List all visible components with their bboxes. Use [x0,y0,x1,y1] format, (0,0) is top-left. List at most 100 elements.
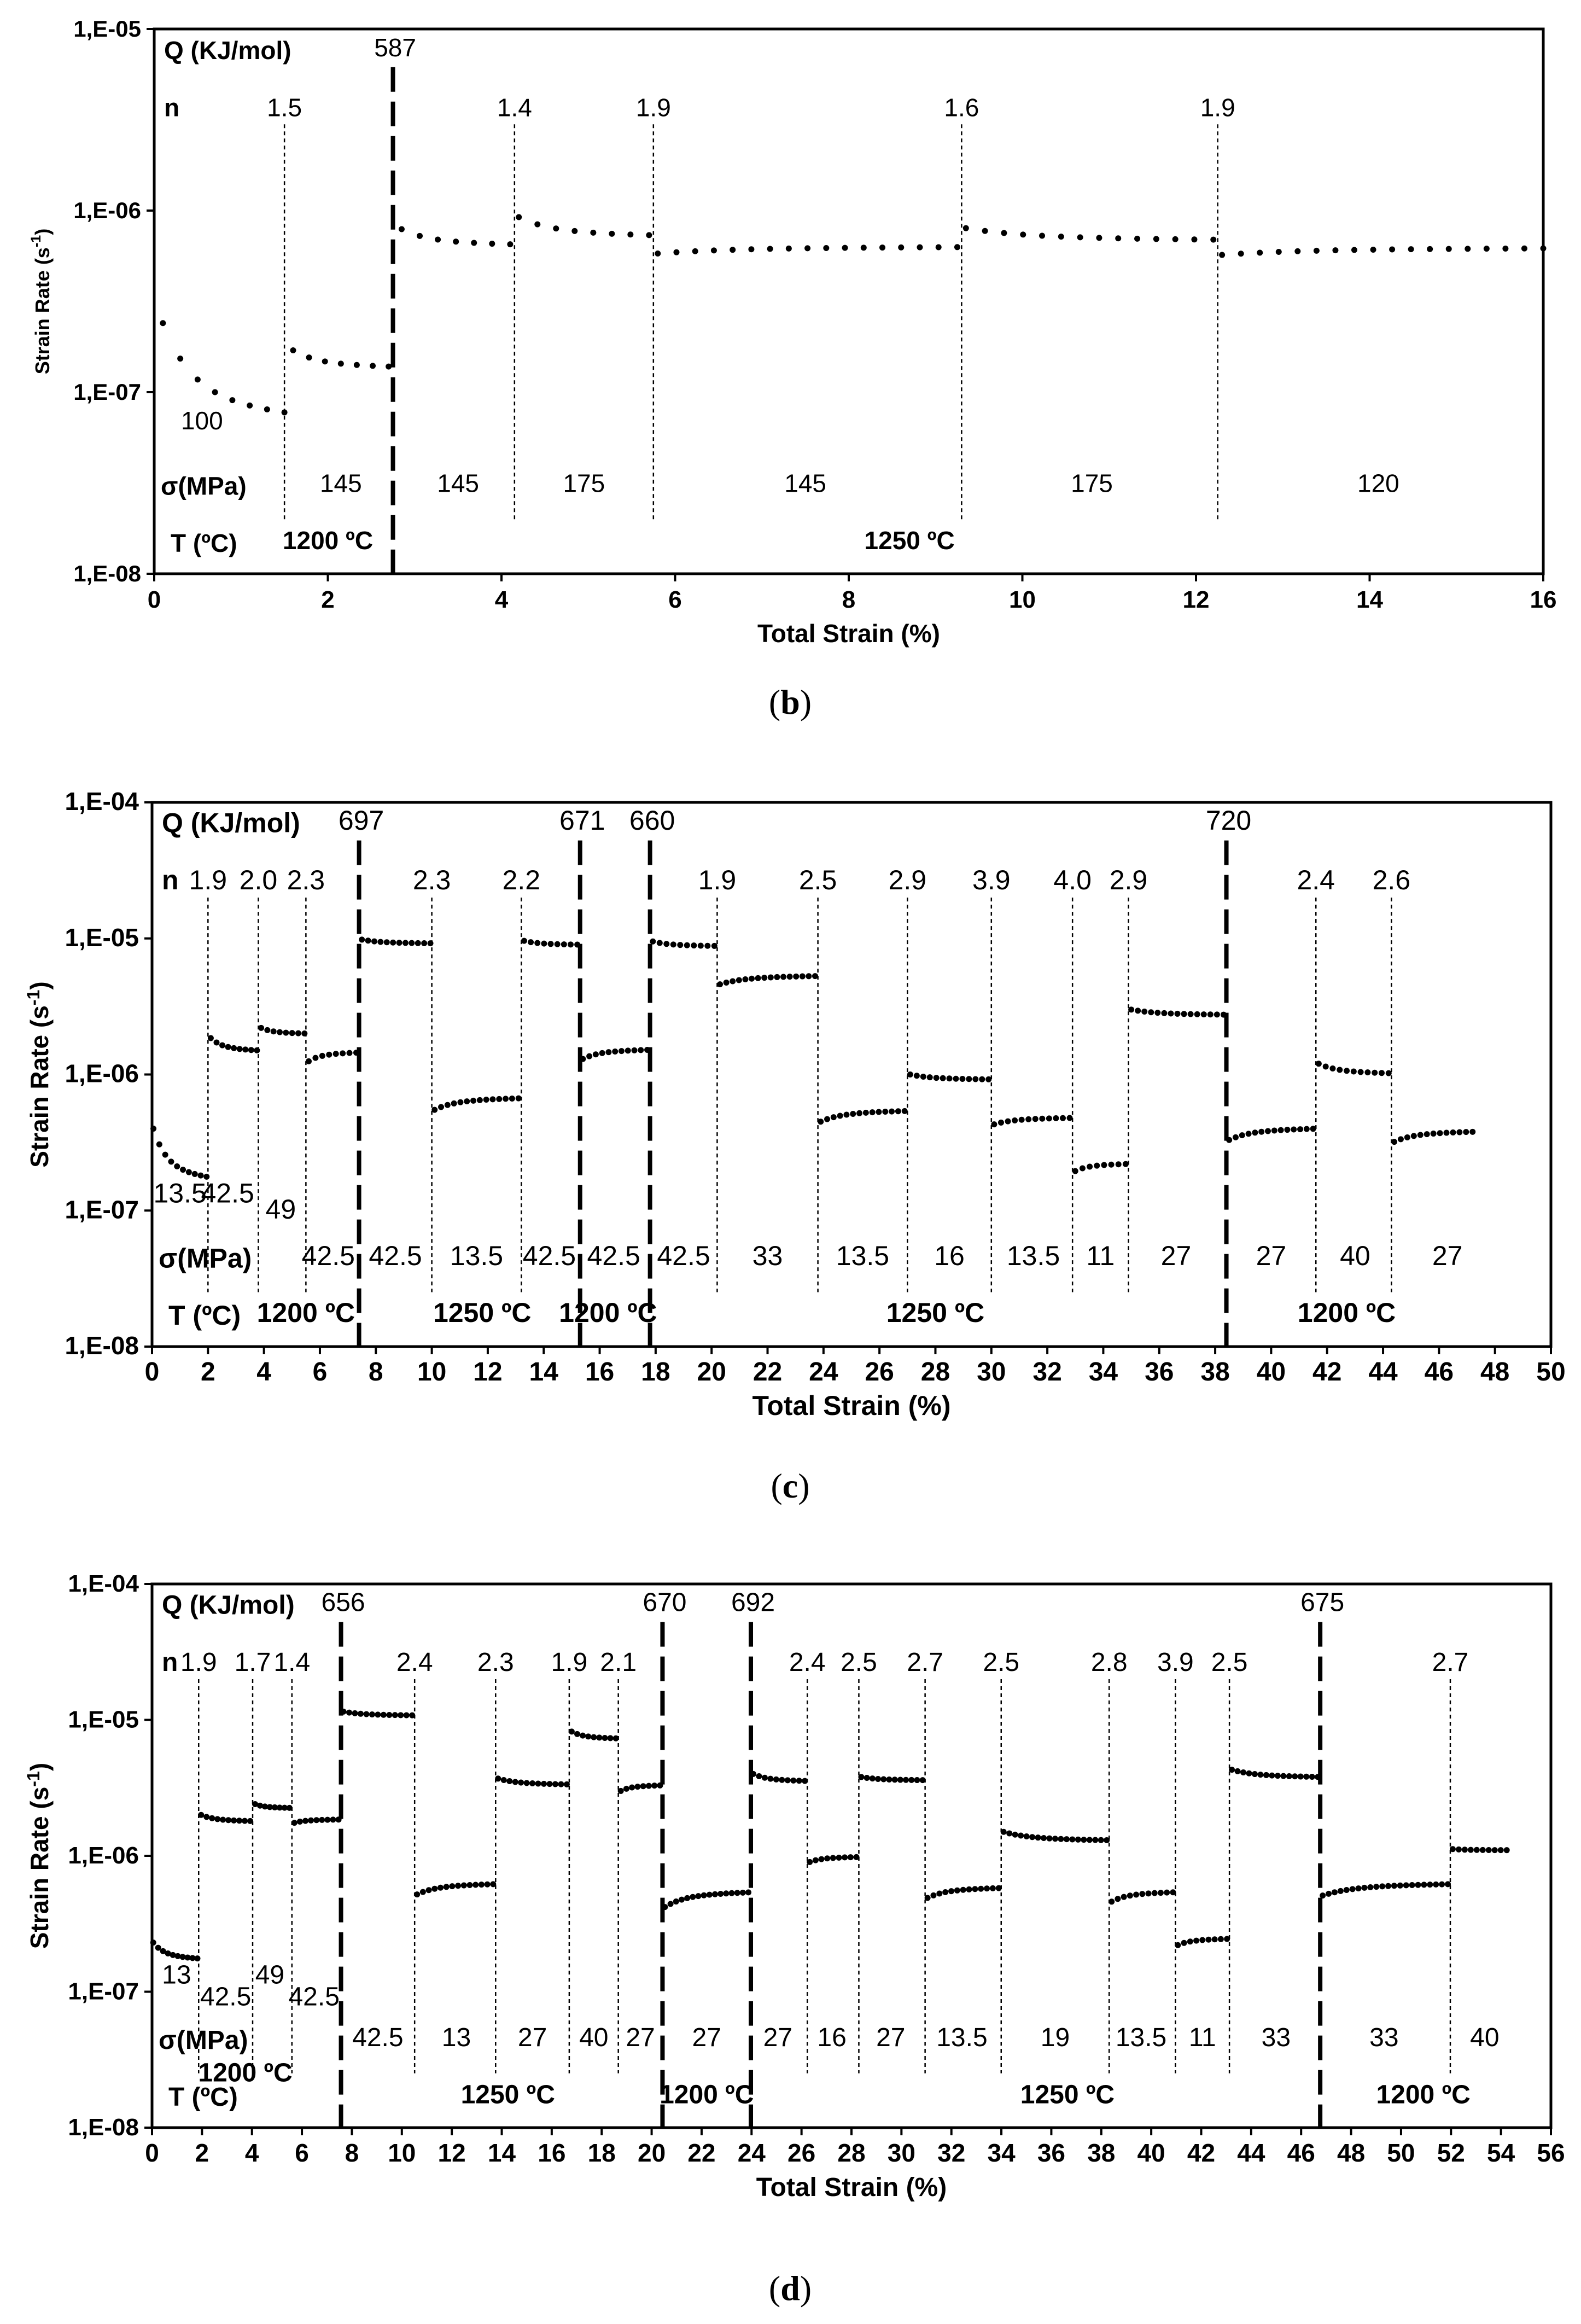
data-point [1303,1126,1310,1132]
data-point [435,236,441,243]
data-point [1217,1936,1224,1942]
data-point [1086,1837,1093,1843]
data-point [940,1075,946,1081]
y-tick-label: 1,E-06 [65,1059,139,1088]
data-point [623,1785,629,1792]
row-label-temperature: T (ºC) [171,529,237,557]
data-point [162,1151,168,1158]
data-point [247,1818,254,1824]
data-point [1069,1836,1076,1843]
data-point [455,1883,462,1889]
stress-label: 42.5 [200,1982,251,2011]
data-point [352,1710,358,1716]
y-tick-label: 1,E-06 [73,197,141,223]
data-point [1193,1937,1200,1944]
data-point [369,1711,375,1718]
data-point [209,1815,215,1821]
data-point [1424,1131,1430,1138]
data-point [574,1731,580,1737]
data-point [1379,1883,1386,1890]
data-point [1219,252,1226,258]
data-point [390,939,396,946]
data-point [917,244,923,251]
data-point [302,1818,308,1824]
temperature-label: 1200 ºC [559,1297,657,1328]
data-point [478,1882,485,1888]
q-value-label: 671 [559,805,605,836]
data-point [359,936,365,943]
data-point [607,1735,614,1741]
data-point [203,1814,210,1820]
data-point [185,1169,192,1175]
data-point [717,1890,724,1897]
data-point [591,1734,597,1740]
q-value-label: 660 [629,805,675,836]
data-point [1232,1134,1239,1140]
n-value-label: 2.4 [1297,865,1335,895]
data-point [1187,1011,1194,1017]
data-point [914,1777,920,1784]
stress-label: 13.5 [836,1240,889,1271]
stress-label: 175 [1071,469,1113,498]
stress-label: 27 [1256,1240,1287,1271]
data-point [972,1076,979,1082]
data-point [466,1882,473,1888]
data-point [1115,235,1122,242]
data-point [431,1885,438,1892]
chart-panel-b: 0 2 4 6 8 10 12 14 16 1,E-08 1,E-07 1,E-06 1,E-05 Tot… [28,16,1556,648]
data-point [160,320,166,327]
data-point [1115,1896,1121,1902]
data-point [755,975,761,981]
n-value-label: 2.0 [240,865,278,895]
data-point [691,942,697,949]
data-point [1332,247,1339,254]
data-point [930,1892,937,1898]
data-point [1020,231,1026,238]
data-point [1257,249,1263,256]
data-point [266,1804,273,1810]
data-point [684,1895,691,1901]
data-point [534,221,541,228]
data-point [1148,1009,1154,1016]
data-point [901,1108,908,1114]
data-point [1181,1939,1187,1946]
data-point [767,246,773,252]
data-point [357,1710,364,1717]
data-point [656,940,663,946]
y-tick-label: 1,E-05 [68,1706,139,1733]
x-tick-label: 10 [388,2139,416,2167]
data-point [650,938,656,945]
data-point [1134,235,1141,242]
x-tick-label: 22 [753,1358,782,1387]
n-value-label: 2.1 [600,1648,637,1677]
n-value-label: 2.7 [907,1648,943,1677]
data-point [353,362,360,368]
data-point [596,1734,603,1741]
stress-label: 42.5 [523,1240,576,1271]
data-point [824,1855,831,1862]
data-point [796,1778,802,1784]
data-point [673,1898,679,1905]
data-point [1096,235,1102,241]
data-point [1331,1889,1338,1896]
data-point [1108,1161,1115,1168]
data-point [1072,1168,1078,1174]
data-point [1075,1836,1081,1843]
n-value-label: 3.9 [1157,1648,1194,1677]
data-point [979,1076,985,1082]
data-point [645,1783,652,1789]
n-value-label: 1.9 [698,865,737,895]
x-tick-label: 46 [1287,2139,1315,2167]
data-point [174,1953,181,1959]
stress-label: 27 [1161,1240,1192,1271]
stress-label: 16 [934,1240,965,1271]
data-point [220,1816,226,1823]
data-point [546,1781,553,1787]
stress-label: 42.5 [288,1982,339,2011]
x-tick-label: 42 [1312,1358,1341,1387]
y-tick-label: 1,E-07 [68,1978,139,2005]
temperature-label: 1200 ºC [1298,1297,1396,1328]
x-tick-label: 0 [148,586,161,613]
data-point [774,974,780,980]
